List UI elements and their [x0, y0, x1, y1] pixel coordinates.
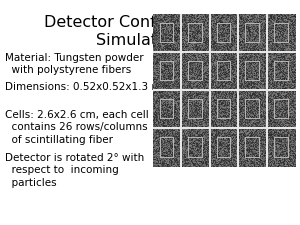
Text: Detector Configuration for
Simulation (i): Detector Configuration for Simulation (i… [44, 15, 256, 47]
Text: Detector is rotated 2° with
  respect to  incoming
  particles: Detector is rotated 2° with respect to i… [5, 153, 144, 188]
Text: Cells: 2.6x2.6 cm, each cell
  contains 26 rows/columns
  of scintillating fiber: Cells: 2.6x2.6 cm, each cell contains 26… [5, 110, 149, 145]
Text: Dimensions: 0.52x0.52x1.3 m: Dimensions: 0.52x0.52x1.3 m [5, 82, 161, 92]
Text: Material: Tungsten powder
  with polystyrene fibers: Material: Tungsten powder with polystyre… [5, 53, 144, 75]
